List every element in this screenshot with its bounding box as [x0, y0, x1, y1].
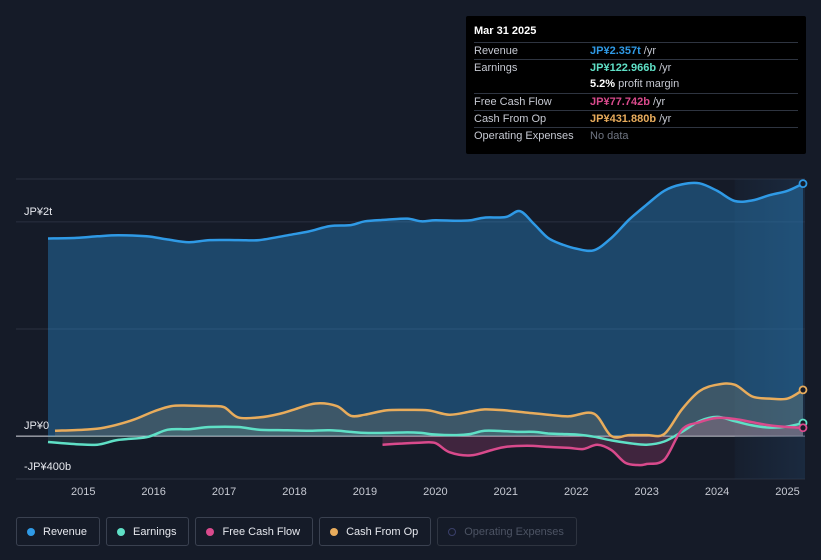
x-tick-label: 2016 [141, 486, 165, 498]
cash-from-op-line [54, 382, 804, 439]
tooltip-row-earnings: Earnings JP¥122.966b/yr [474, 59, 798, 76]
x-tick-label: 2021 [494, 486, 518, 498]
tooltip-value: 5.2% [590, 78, 616, 90]
x-tick-label: 2025 [775, 486, 799, 498]
free-cash-flow-area [382, 417, 803, 466]
tooltip-label: Operating Expenses [474, 130, 574, 142]
x-tick-label: 2020 [423, 486, 447, 498]
legend-dot-icon [117, 527, 126, 536]
x-tick-label: 2017 [212, 486, 236, 498]
tooltip-suffix: /yr [659, 113, 672, 125]
forecast-region [734, 179, 805, 479]
legend-dot-icon [330, 527, 339, 536]
tooltip-value: JP¥2.357t [590, 45, 641, 57]
chart-legend: Revenue Earnings Free Cash Flow Cash From O… [16, 517, 583, 547]
legend-dot-icon [448, 527, 457, 536]
tooltip-label: Earnings [474, 62, 518, 74]
tooltip-suffix: profit margin [618, 78, 680, 90]
financial-history-chart: JP¥2t JP¥0 -JP¥400b 2015 2016 2017 2018 2019 20… [16, 178, 808, 498]
x-tick-label: 2023 [634, 486, 658, 498]
revenue-area [48, 182, 803, 437]
legend-cash-from-op[interactable]: Cash From Op [319, 517, 432, 546]
tooltip-suffix: /yr [652, 96, 666, 108]
y-tick-label: -JP¥400b [24, 461, 71, 473]
cash-from-op-end-point [798, 385, 808, 395]
legend-label: Free Cash Flow [222, 525, 301, 538]
x-tick-label: 2018 [282, 486, 306, 498]
legend-revenue[interactable]: Revenue [16, 517, 101, 546]
earnings-line [47, 415, 804, 447]
tooltip-label [474, 76, 590, 93]
legend-label: Revenue [43, 525, 88, 538]
tooltip-label: Free Cash Flow [474, 96, 552, 108]
legend-dot-icon [206, 527, 215, 536]
legend-earnings[interactable]: Earnings [106, 517, 190, 546]
tooltip-date: Mar 31 2025 [474, 25, 537, 37]
legend-label: Earnings [133, 525, 177, 538]
tooltip-row-free-cash-flow: Free Cash Flow JP¥77.742b/yr [474, 93, 798, 110]
tooltip-suffix: /yr [643, 45, 656, 57]
free-cash-flow-end-point [798, 423, 808, 433]
legend-operating-expenses[interactable]: Operating Expenses [437, 517, 577, 546]
tooltip-label: Revenue [474, 45, 519, 57]
revenue-end-point [798, 179, 808, 189]
tooltip-label: Cash From Op [474, 113, 547, 125]
legend-free-cash-flow[interactable]: Free Cash Flow [195, 517, 314, 546]
tooltip-row-cash-from-op: Cash From Op JP¥431.880b/yr [474, 110, 798, 127]
tooltip-row-profit-margin: 5.2% profit margin [474, 76, 798, 93]
tooltip-suffix: /yr [659, 62, 672, 74]
free-cash-flow-line [382, 416, 804, 467]
legend-label: Cash From Op [346, 525, 419, 538]
data-tooltip: Mar 31 2025 Revenue JP¥2.357t/yr Earnings J… [466, 16, 806, 154]
x-tick-label: 2024 [705, 486, 729, 498]
legend-dot-icon [27, 527, 35, 536]
tooltip-row-operating-expenses: Operating Expenses No data [474, 127, 798, 144]
x-tick-label: 2019 [353, 486, 377, 498]
tooltip-value: JP¥431.880b [590, 113, 657, 125]
y-tick-label: JP¥0 [24, 420, 49, 432]
tooltip-value: JP¥77.742b [590, 96, 650, 108]
legend-label: Operating Expenses [464, 525, 564, 538]
x-tick-label: 2015 [71, 486, 95, 498]
tooltip-value: JP¥122.966b [590, 62, 657, 74]
tooltip-value: No data [590, 130, 629, 142]
revenue-line [47, 181, 804, 253]
y-tick-label: JP¥2t [24, 206, 52, 218]
x-tick-label: 2022 [564, 486, 588, 498]
tooltip-row-revenue: Revenue JP¥2.357t/yr [474, 42, 798, 59]
